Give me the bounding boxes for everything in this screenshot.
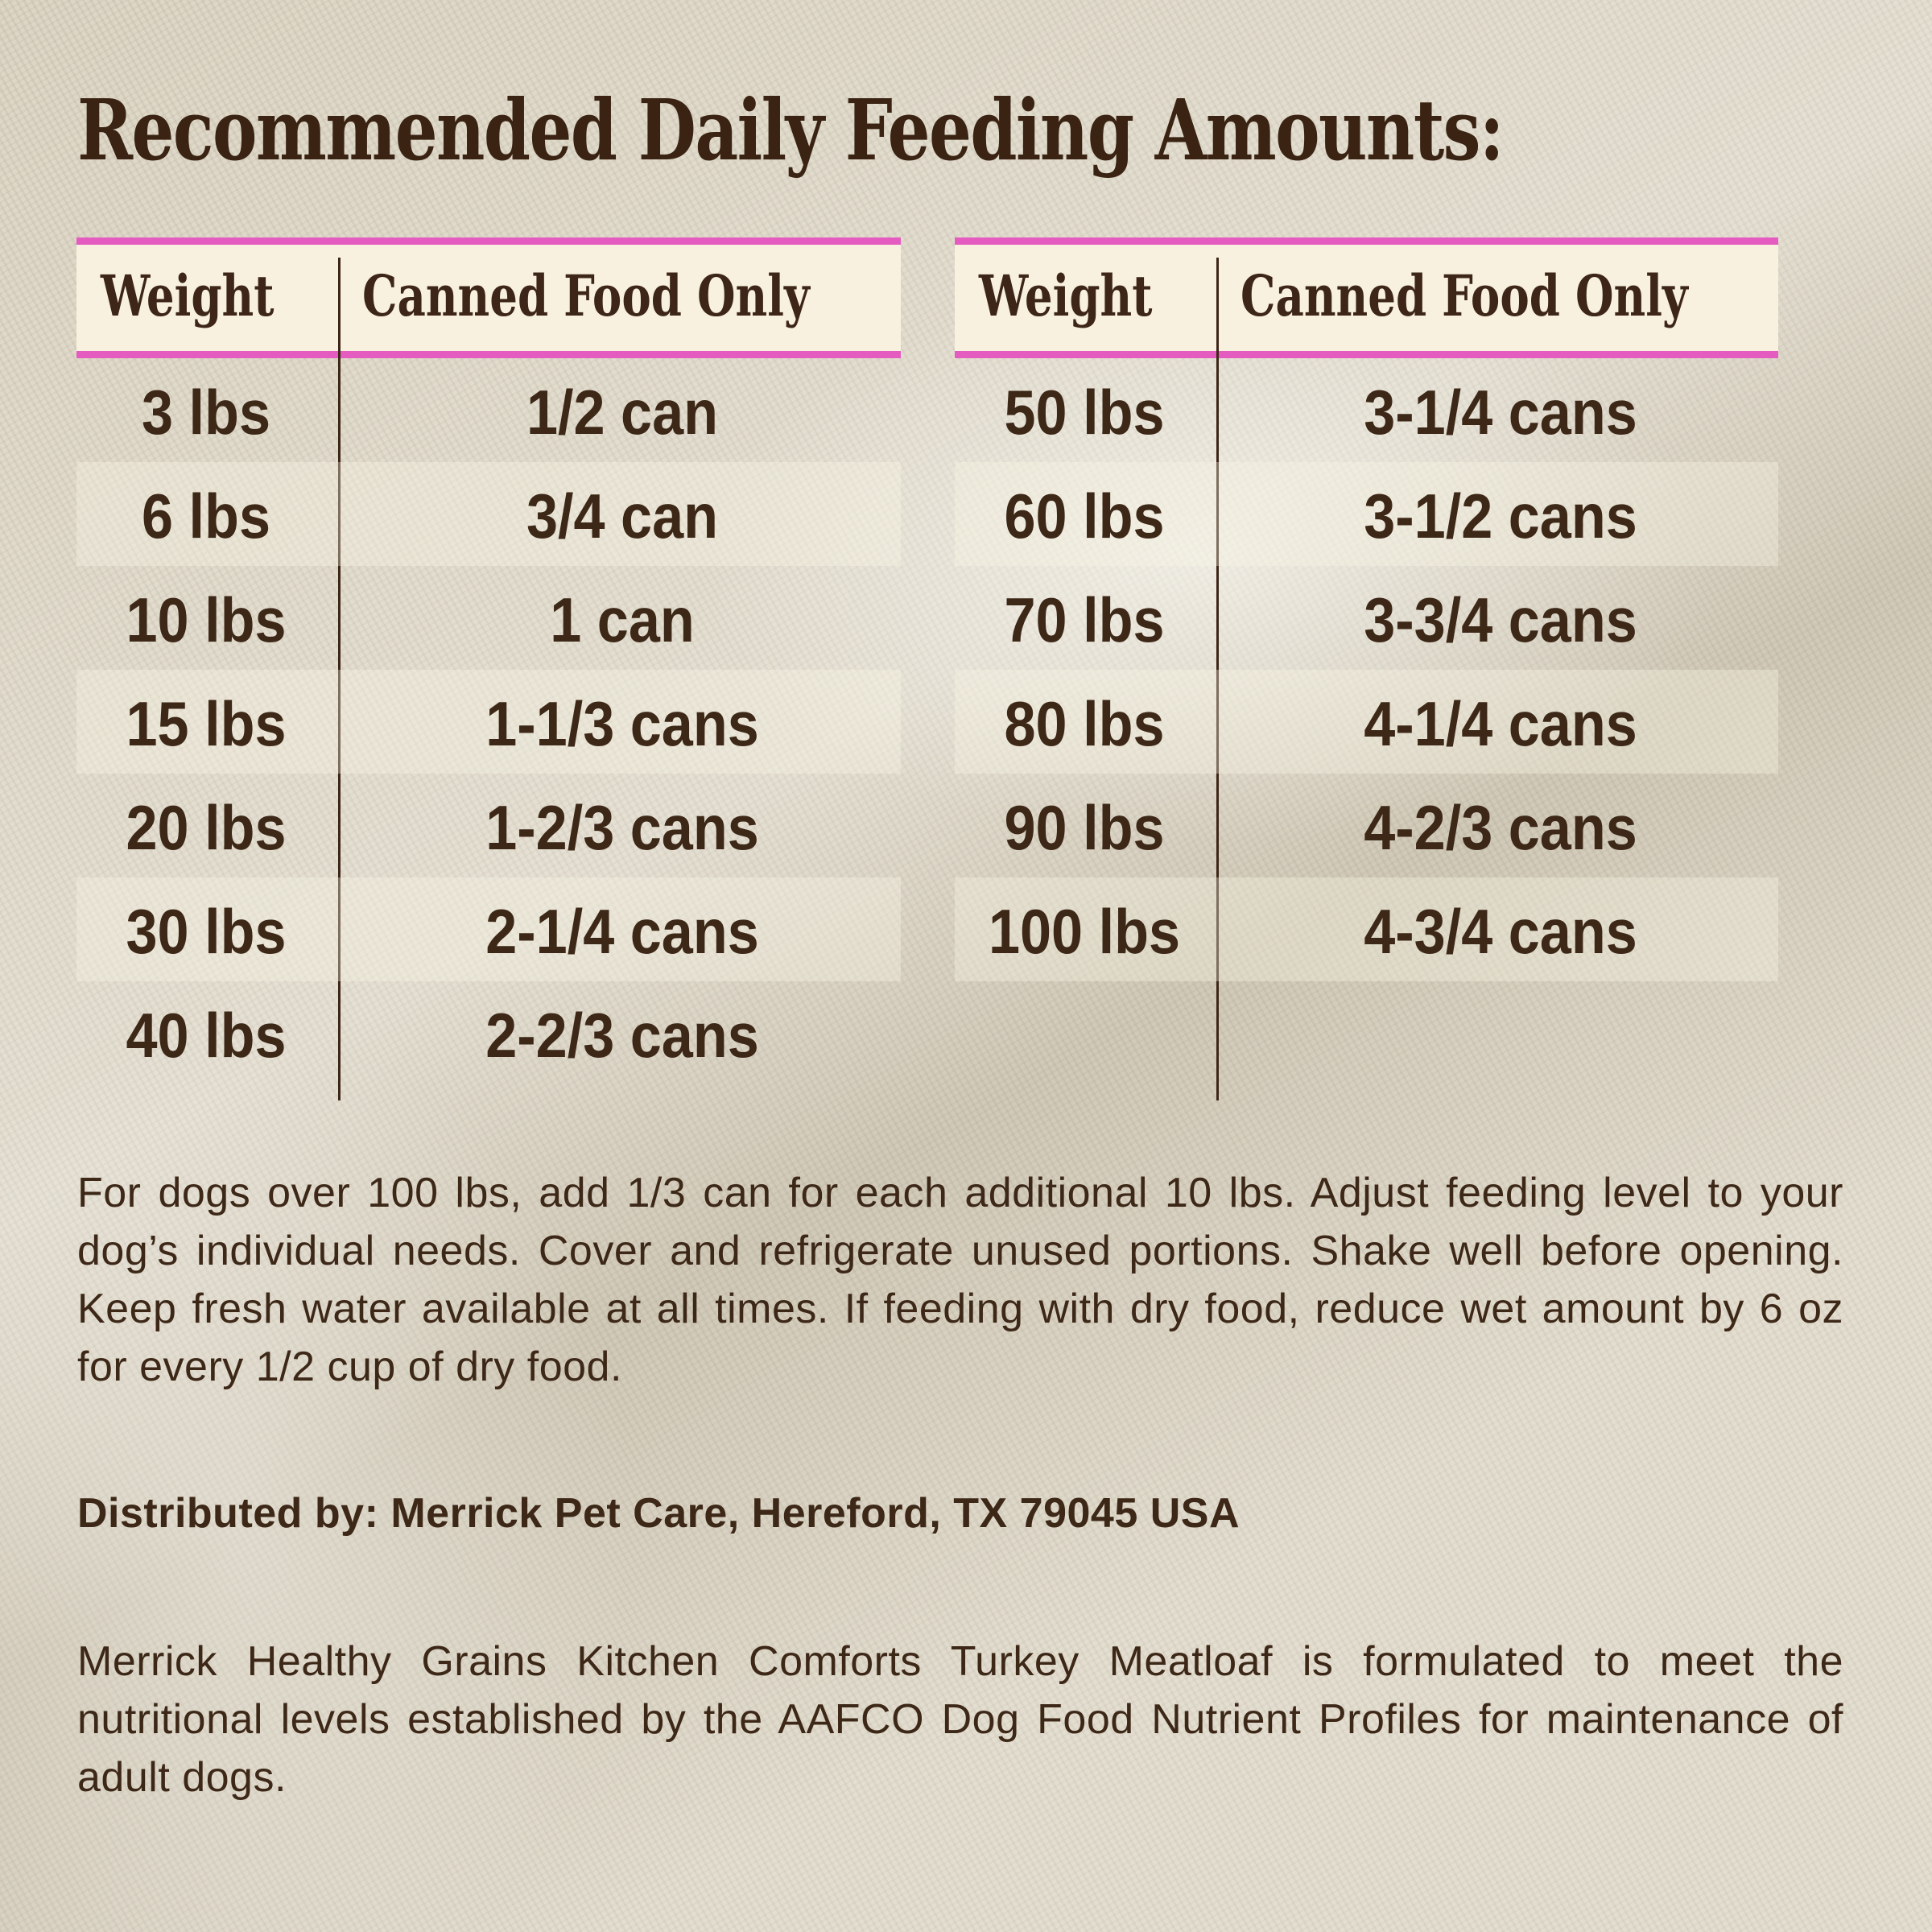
weight-cell: 20 lbs: [126, 792, 287, 863]
table-row: 20 lbs 1-2/3 cans: [76, 774, 901, 877]
amount-cell: 1/2 can: [526, 377, 719, 448]
weight-cell: 3 lbs: [142, 377, 270, 448]
weight-cell: 70 lbs: [1004, 584, 1165, 655]
table-row: 40 lbs 2-2/3 cans: [76, 981, 901, 1085]
header-amount: Canned Food Only: [1241, 262, 1688, 329]
table-row: 15 lbs 1-1/3 cans: [76, 670, 901, 774]
weight-cell: 6 lbs: [142, 481, 270, 551]
weight-cell: 90 lbs: [1004, 792, 1165, 863]
page-title: Recommended Daily Feeding Amounts:: [77, 80, 1505, 180]
weight-cell: 30 lbs: [126, 896, 287, 967]
weight-cell: 10 lbs: [126, 584, 287, 655]
amount-cell: 2-2/3 cans: [485, 1000, 759, 1071]
weight-cell: 60 lbs: [1004, 481, 1165, 551]
weight-cell: 100 lbs: [988, 896, 1181, 967]
aafco-statement: Merrick Healthy Grains Kitchen Comforts …: [77, 1638, 1843, 1801]
table-row: 60 lbs 3-1/2 cans: [955, 462, 1778, 566]
amount-cell: 1 can: [550, 584, 695, 655]
header-weight: Weight: [979, 262, 1153, 329]
amount-cell: 1-2/3 cans: [485, 792, 759, 863]
table-header: Weight Canned Food Only: [76, 237, 901, 358]
amount-cell: 3-1/2 cans: [1364, 481, 1637, 551]
table-row: 10 lbs 1 can: [76, 566, 901, 670]
table-row: 80 lbs 4-1/4 cans: [955, 670, 1778, 774]
header-weight: Weight: [101, 262, 275, 329]
table-row: 30 lbs 2-1/4 cans: [76, 877, 901, 981]
weight-cell: 15 lbs: [126, 688, 287, 759]
weight-cell: 40 lbs: [126, 1000, 287, 1071]
amount-cell: 2-1/4 cans: [485, 896, 759, 967]
table-header: Weight Canned Food Only: [955, 237, 1778, 358]
column-divider: [1216, 258, 1219, 1100]
amount-cell: 3-1/4 cans: [1364, 377, 1637, 448]
amount-cell: 3-3/4 cans: [1364, 584, 1637, 655]
table-row: 70 lbs 3-3/4 cans: [955, 566, 1778, 670]
amount-cell: 1-1/3 cans: [485, 688, 759, 759]
weight-cell: 50 lbs: [1004, 377, 1165, 448]
feeding-table-left: Weight Canned Food Only 3 lbs 1/2 can 6 lb…: [76, 237, 901, 1100]
table-row: 50 lbs 3-1/4 cans: [955, 358, 1778, 462]
amount-cell: 3/4 can: [526, 481, 719, 551]
table-row: 6 lbs 3/4 can: [76, 462, 901, 566]
amount-cell: 4-2/3 cans: [1364, 792, 1637, 863]
header-amount: Canned Food Only: [362, 262, 810, 329]
table-row: 3 lbs 1/2 can: [76, 358, 901, 462]
amount-cell: 4-1/4 cans: [1364, 688, 1637, 759]
weight-cell: 80 lbs: [1004, 688, 1165, 759]
feeding-table-right: Weight Canned Food Only 50 lbs 3-1/4 cans…: [955, 237, 1778, 1100]
column-divider: [338, 258, 341, 1100]
table-row: 100 lbs 4-3/4 cans: [955, 877, 1778, 981]
amount-cell: 4-3/4 cans: [1364, 896, 1637, 967]
feeding-instructions: For dogs over 100 lbs, add 1/3 can for e…: [77, 1170, 1843, 1390]
table-row: 90 lbs 4-2/3 cans: [955, 774, 1778, 877]
distributor-info: Distributed by: Merrick Pet Care, Herefo…: [77, 1490, 1241, 1537]
